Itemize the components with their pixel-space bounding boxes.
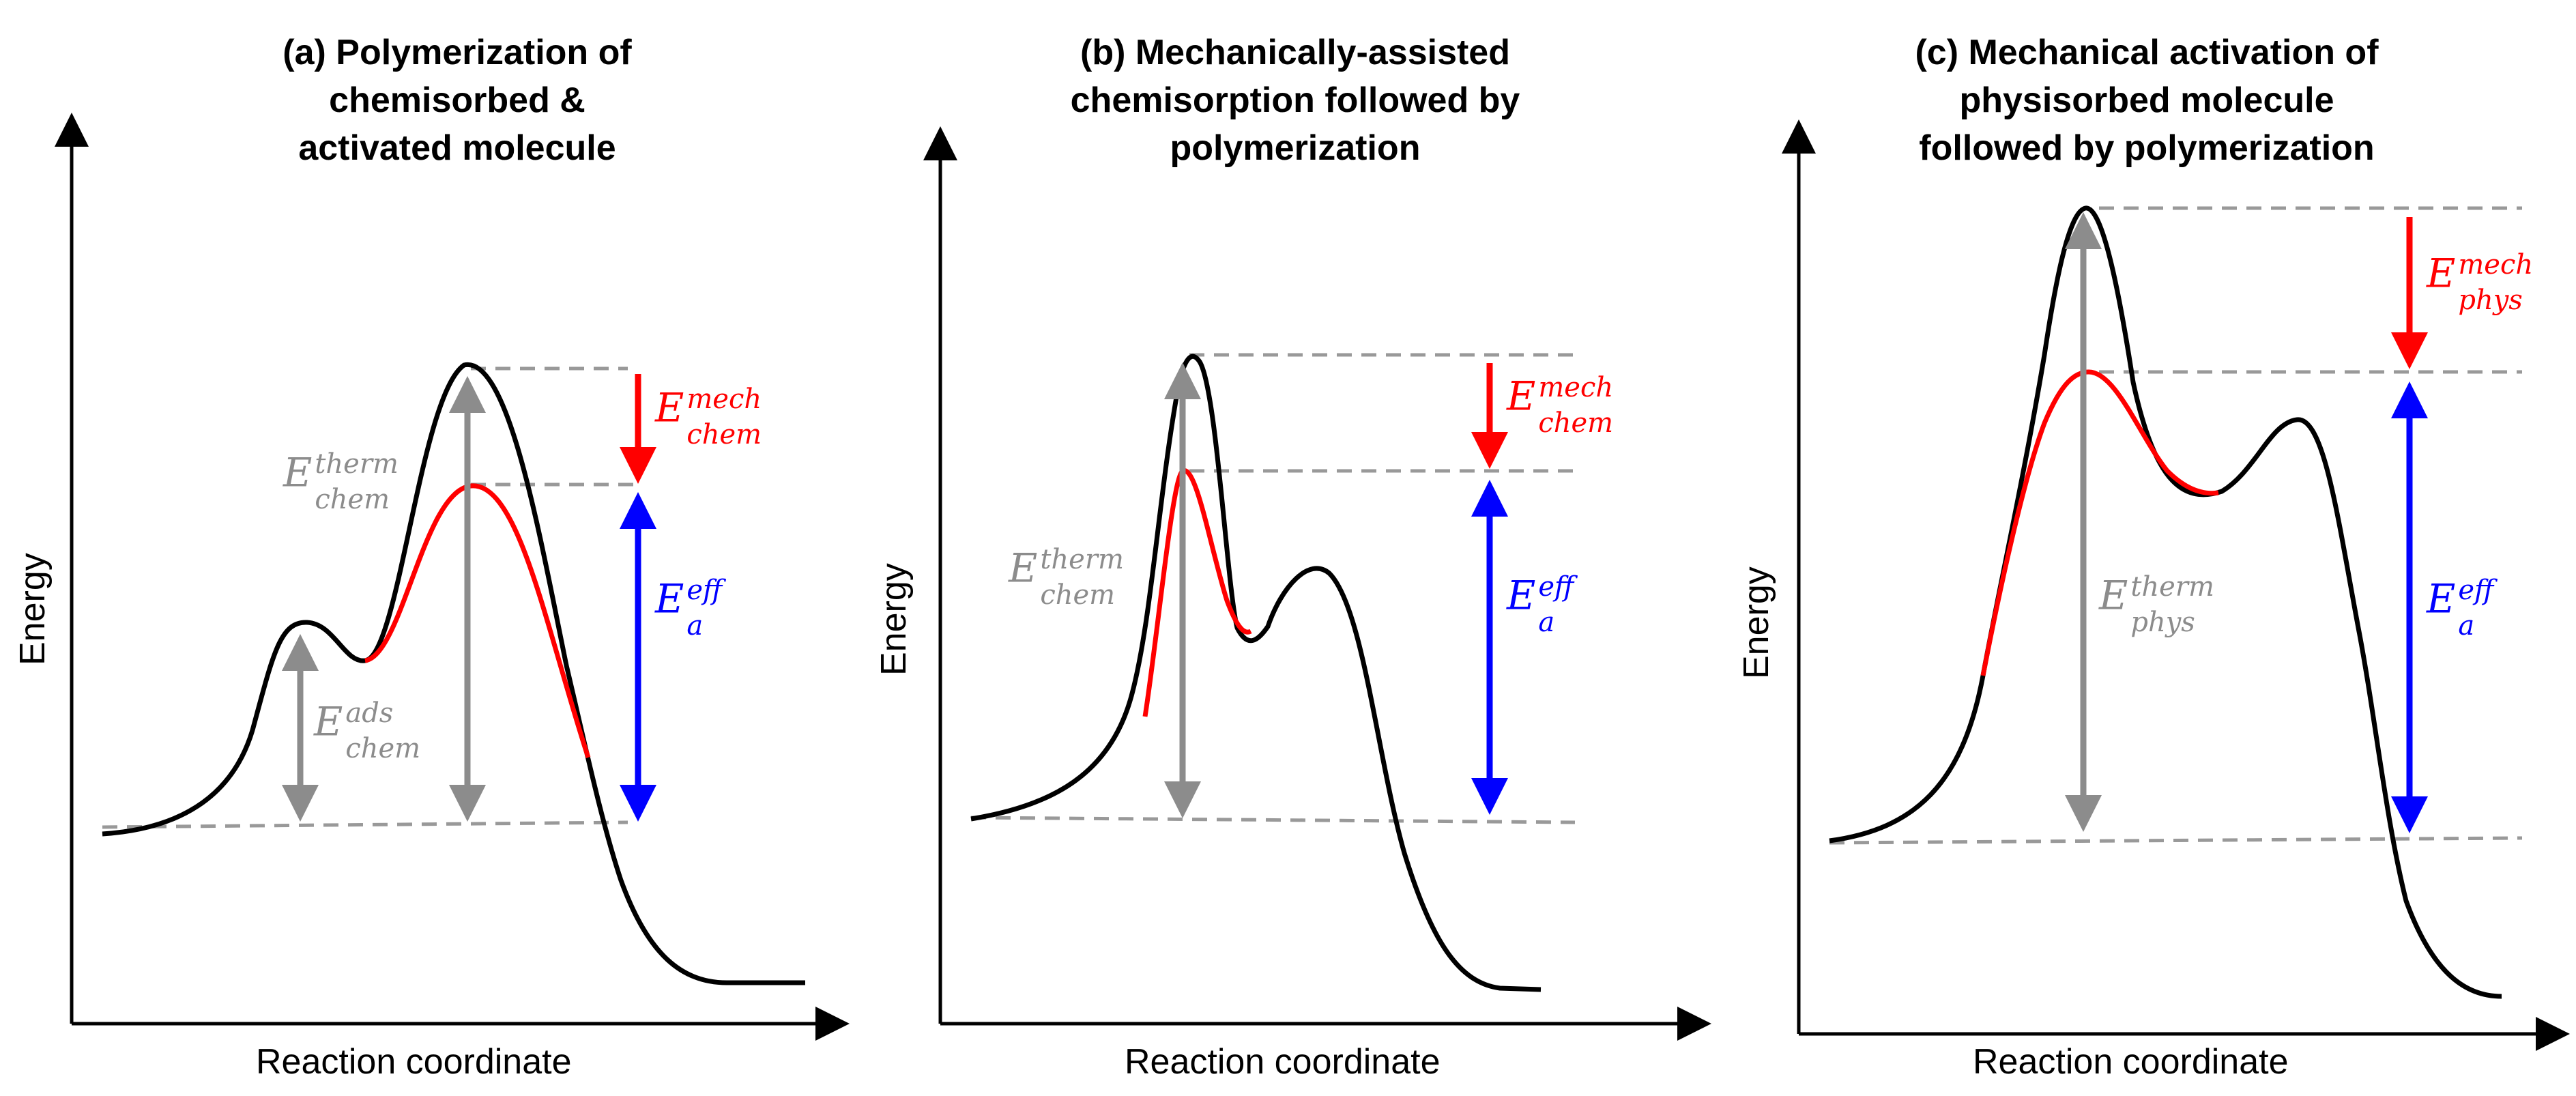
panel-c-effective-sub: a [2458, 610, 2475, 641]
panel-a-adsorption-sup: ads [345, 697, 394, 729]
panel-c: (c) Mechanical activation of physisorbed… [1717, 0, 2576, 1096]
panel-c-dashed-baseline [1829, 836, 2523, 845]
panel-b-energy-curve [970, 354, 1542, 992]
panel-a-x-label: Reaction coordinate [256, 1042, 572, 1082]
panel-b: (b) Mechanically-assisted chemisorption … [858, 0, 1717, 1096]
panel-c-title-line-2: physisorbed molecule [1959, 81, 2334, 120]
panel-a-effective-sup: eff [686, 575, 723, 606]
panel-a-y-label: Energy [13, 553, 53, 665]
panel-c-title: (c) Mechanical activation of physisorbed… [1819, 29, 2474, 172]
panel-a-title-line-3: activated molecule [298, 128, 616, 168]
panel-a-adsorption-sub: chem [345, 733, 421, 764]
panel-b-effective-sub: a [1538, 607, 1555, 638]
panel-a-title: (a) Polymerization of chemisorbed & acti… [198, 29, 717, 172]
panel-a-effective-base: E [655, 575, 684, 622]
panel-c-mechanical-base: E [2427, 250, 2456, 297]
panel-a-dashed-baseline [102, 820, 628, 829]
panel-a-mechanical-sup: mech [686, 384, 762, 415]
panel-c-effective-base: E [2427, 575, 2456, 622]
panel-c-x-label: Reaction coordinate [1973, 1042, 2289, 1082]
panel-a-title-line-1: (a) Polymerization of [283, 33, 632, 72]
panel-a: (a) Polymerization of chemisorbed & acti… [0, 0, 858, 1096]
panel-b-thermal-base: E [1009, 545, 1038, 592]
panel-c-effective-sup: eff [2458, 575, 2494, 606]
panel-a-thermal-base: E [283, 449, 313, 496]
panel-c-title-line-1: (c) Mechanical activation of [1915, 33, 2379, 72]
panel-a-diagram [55, 113, 850, 1041]
panel-b-mechanical-sub: chem [1538, 407, 1614, 439]
panel-b-title-line-3: polymerization [1170, 128, 1421, 168]
panel-a-thermal-sub: chem [315, 484, 390, 515]
panel-b-diagram [923, 126, 1711, 1041]
panel-b-title: (b) Mechanically-assisted chemisorption … [1015, 29, 1575, 172]
panel-b-y-label: Energy [874, 563, 914, 676]
panel-c-thermal-base: E [2099, 572, 2128, 619]
panel-b-dashed-baseline [970, 816, 1576, 824]
panel-a-effective-sub: a [686, 610, 704, 641]
panel-c-mechanical-sub: phys [2458, 285, 2523, 316]
panel-b-mechanical-base: E [1507, 373, 1536, 420]
panel-a-mechanical-sub: chem [686, 419, 762, 450]
panel-c-y-label: Energy [1737, 566, 1776, 679]
panel-c-title-line-3: followed by polymerization [1919, 128, 2375, 168]
panel-b-effective-base: E [1507, 572, 1536, 619]
panel-a-energy-curve [102, 362, 805, 985]
panel-a-adsorption-base: E [314, 698, 343, 745]
panel-c-thermal-sub: phys [2130, 607, 2195, 638]
panel-a-mechanical-base: E [655, 384, 684, 431]
panel-c-mechanical-sup: mech [2458, 249, 2534, 280]
panel-b-thermal-sub: chem [1040, 579, 1116, 611]
panel-b-mechanical-sup: mech [1538, 372, 1614, 403]
panel-a-thermal-sup: therm [315, 448, 399, 480]
panel-b-title-line-2: chemisorption followed by [1070, 81, 1520, 120]
panel-c-diagram [1782, 119, 2570, 1051]
panel-a-title-line-2: chemisorbed & [329, 81, 585, 120]
panel-c-thermal-sup: therm [2130, 571, 2214, 603]
panel-b-x-label: Reaction coordinate [1125, 1042, 1441, 1082]
panel-b-title-line-1: (b) Mechanically-assisted [1080, 33, 1510, 72]
panel-b-effective-sup: eff [1538, 571, 1574, 603]
panel-b-thermal-sup: therm [1040, 544, 1124, 575]
